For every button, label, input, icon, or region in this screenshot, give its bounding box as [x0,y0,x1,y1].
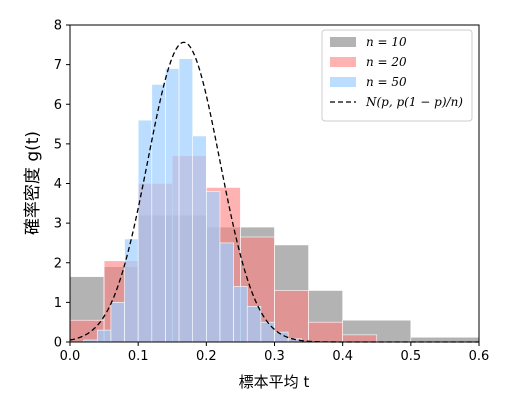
x-tick-label: 0.1 [128,349,149,364]
bar-series-3-3 [110,302,125,343]
legend-swatch [330,37,356,47]
bar-series-3-8 [178,58,193,343]
y-tick-label: 0 [54,336,62,351]
x-tick-label: 0.0 [60,349,81,364]
bar-series-3-14 [260,321,275,343]
bar-series-3-7 [165,68,180,343]
y-tick-label: 4 [54,177,62,192]
x-tick-label: 0.4 [332,349,353,364]
legend-label: n = 20 [366,55,407,69]
bar-series-2-8 [308,321,343,343]
bar-series-3-11 [219,242,234,343]
x-tick-label: 0.6 [469,349,490,364]
histogram-layer [69,58,480,343]
y-axis: 0 1 2 3 4 5 6 7 8 [54,19,70,351]
y-tick-label: 7 [54,58,62,73]
x-tick-label: 0.3 [264,349,285,364]
bar-series-1-10 [410,336,480,343]
bar-series-3-4 [124,238,139,343]
bar-series-2-9 [342,334,378,343]
y-tick-label: 1 [54,296,62,311]
bar-series-3-9 [192,135,207,343]
legend-swatch [330,57,356,67]
legend-label: n = 50 [366,75,407,89]
legend: n = 10 n = 20 n = 50 N(p, p(1 − p)/n) [321,29,473,122]
x-axis-label: 標本平均 t [239,373,310,391]
x-tick-label: 0.5 [400,349,421,364]
y-tick-label: 2 [54,256,62,271]
y-tick-label: 5 [54,137,62,152]
y-axis-label: 確率密度 g(t) [23,131,43,235]
bar-series-3-13 [246,306,262,343]
bar-series-3-10 [206,191,221,343]
bar-series-3-6 [151,84,166,343]
x-tick-label: 0.2 [196,349,217,364]
bar-series-3-2 [96,329,112,343]
legend-label: N(p, p(1 − p)/n) [365,95,463,109]
legend-swatch [330,77,356,87]
bar-series-3-12 [233,286,248,343]
y-tick-label: 3 [54,217,62,232]
y-tick-label: 6 [54,98,62,113]
x-axis: 0.0 0.1 0.2 0.3 0.4 0.5 0.6 [60,342,490,364]
y-tick-label: 8 [54,19,62,34]
legend-frame [321,29,473,122]
legend-label: n = 10 [366,35,407,49]
